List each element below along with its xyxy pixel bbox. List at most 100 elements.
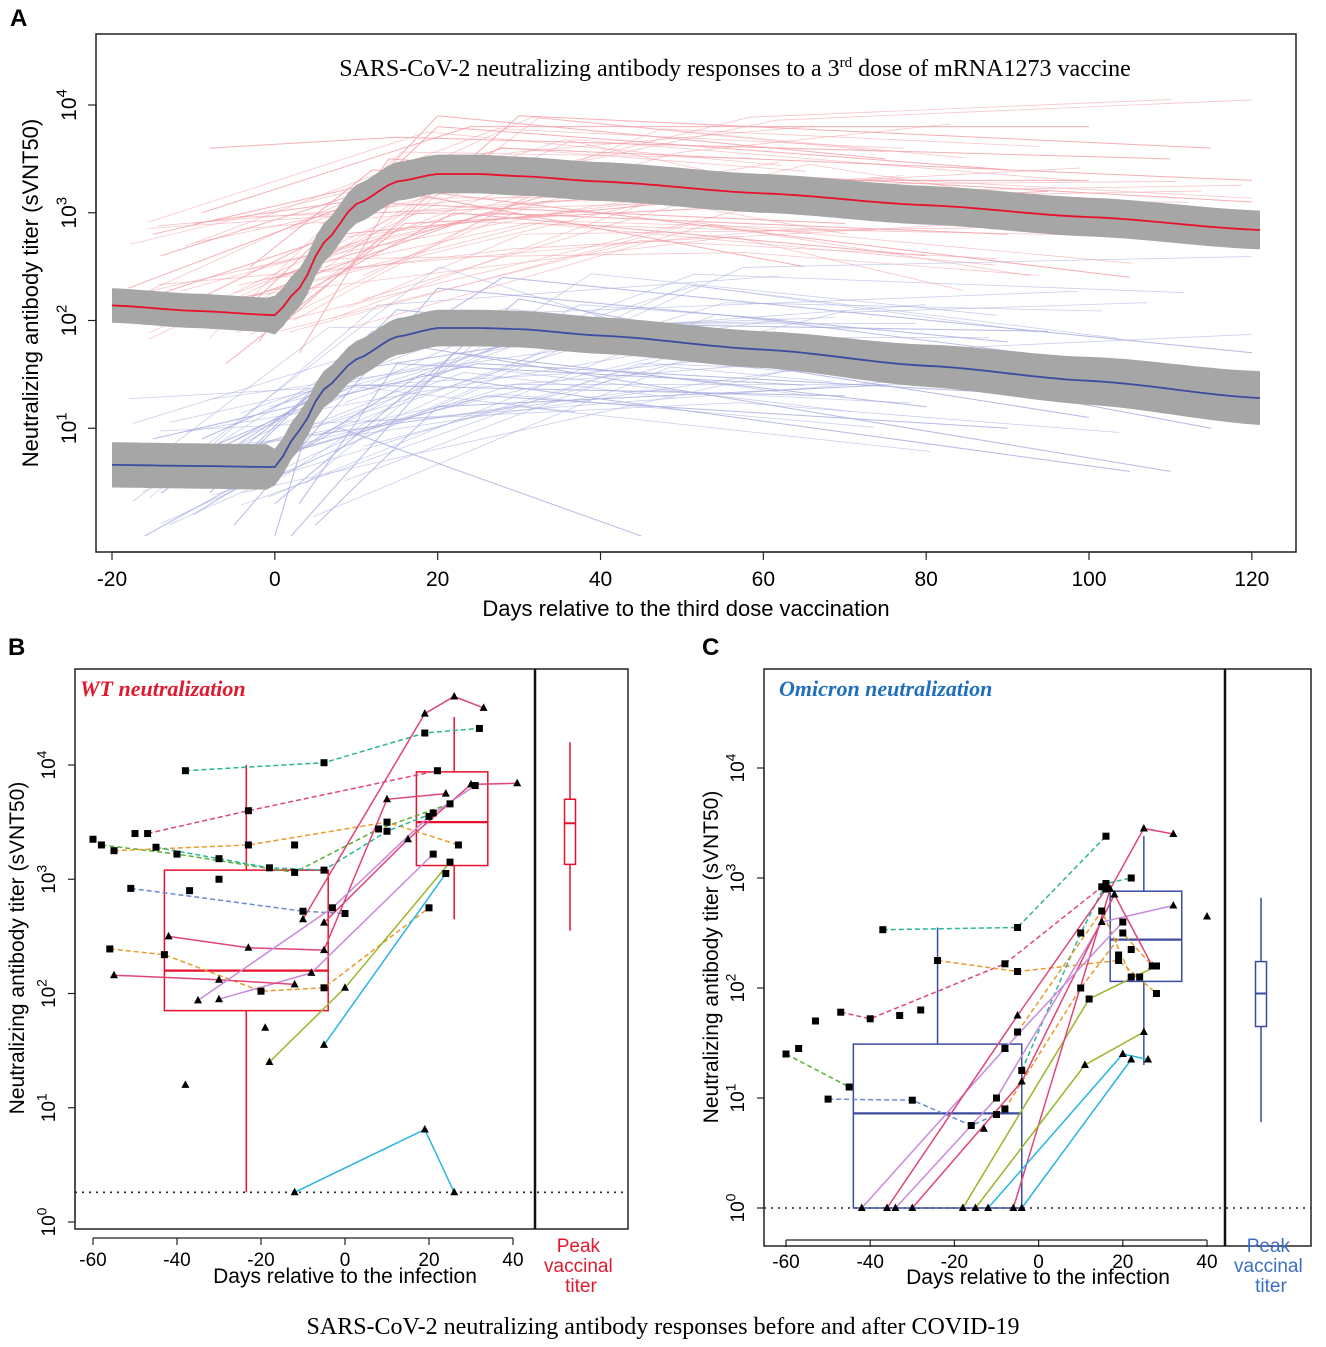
- triangle-point: [244, 943, 253, 951]
- square-point: [1102, 885, 1110, 893]
- triangle-point: [1169, 829, 1178, 837]
- square-point: [97, 841, 105, 849]
- square-point: [106, 945, 114, 953]
- square-point: [429, 850, 437, 858]
- y-tick-label: 103: [33, 865, 60, 894]
- omi-trajectory-line: [149, 275, 780, 499]
- y-tick-label: 102: [722, 973, 749, 1002]
- triangle-point: [908, 1203, 917, 1211]
- omi-trajectory-line: [313, 366, 834, 517]
- square-point: [446, 858, 454, 866]
- square-point: [320, 759, 328, 767]
- panel-c-peak-label: Peak vaccinal titer: [1234, 1236, 1308, 1297]
- x-tick-label: -40: [163, 1250, 190, 1271]
- omi-trajectory-line: [267, 313, 1080, 498]
- square-point: [446, 800, 454, 808]
- panel-letter-c: C: [702, 634, 719, 661]
- omi-trajectory-line: [344, 273, 1185, 404]
- wt-mean-line: [111, 173, 1261, 317]
- panel-a-x-axis-label: Days relative to the third dose vaccinat…: [482, 596, 889, 621]
- y-tick-label: 104: [722, 753, 749, 782]
- square-point: [1102, 832, 1110, 840]
- square-point: [173, 850, 181, 858]
- square-point: [425, 812, 433, 820]
- panel-a-chart: -20 0 20 40 60 80 100 120 101 102 103 104 SARS-CoV-…: [18, 33, 1297, 621]
- wt-trajectory-line: [235, 177, 1252, 333]
- x-tick-label: 20: [426, 568, 449, 591]
- triangle-point: [883, 1203, 892, 1211]
- square-point: [1014, 968, 1022, 975]
- square-point: [454, 841, 462, 849]
- trajectory-line: [882, 835, 1107, 931]
- panel-a-mean-lines: [111, 173, 1261, 468]
- x-tick-label: -20: [97, 568, 127, 591]
- trajectory-line: [147, 769, 438, 835]
- trajectory-line: [828, 1098, 997, 1127]
- triangle-point: [513, 778, 522, 787]
- trajectory-line: [1004, 931, 1153, 1110]
- panel-c-x-axis-label: Days relative to the infection: [906, 1266, 1170, 1289]
- square-point: [967, 1122, 975, 1129]
- x-tick-label: -60: [79, 1250, 106, 1271]
- square-point: [1014, 924, 1022, 931]
- triangle-point: [1080, 1060, 1089, 1068]
- square-point: [1127, 946, 1135, 953]
- x-tick-label: 40: [1196, 1252, 1217, 1273]
- wt-trajectory-line: [185, 128, 904, 247]
- triangle-point: [1144, 1055, 1153, 1063]
- omi-trajectory-line: [159, 402, 1120, 433]
- square-point: [1152, 962, 1160, 970]
- trajectory-line: [1012, 827, 1174, 1209]
- x-tick-label: 40: [502, 1250, 523, 1271]
- triangle-point: [1017, 1077, 1026, 1085]
- triangle-point: [1203, 912, 1211, 920]
- square-point: [383, 827, 391, 835]
- x-tick-label: 80: [915, 568, 938, 591]
- panel-b-plot-area: [75, 669, 628, 1229]
- x-tick-label: -60: [772, 1252, 799, 1273]
- square-point: [1152, 990, 1160, 997]
- triangle-point: [971, 1203, 980, 1211]
- trajectory-line: [130, 887, 346, 915]
- trajectory-line: [894, 904, 1174, 1209]
- wt-trajectory-line: [201, 126, 1089, 214]
- panel-a-y-axis-label: Neutralizing antibody titer (sVNT50): [18, 119, 43, 467]
- triangle-point: [979, 1124, 988, 1132]
- square-point: [1014, 1028, 1022, 1036]
- square-point: [341, 910, 349, 918]
- square-point: [993, 1094, 1000, 1102]
- triangle-point: [984, 1203, 993, 1211]
- trajectory-line: [1021, 1059, 1132, 1209]
- square-point: [291, 868, 299, 876]
- square-point: [1018, 1067, 1026, 1074]
- panel-b-frame: [74, 668, 629, 1230]
- trajectory-line: [155, 812, 434, 871]
- square-point: [160, 951, 168, 959]
- trajectory-line: [113, 821, 459, 852]
- panel-b-axes: -60 -40 -20 0 20 40 100 101 102 103 104: [33, 750, 523, 1271]
- square-point: [215, 875, 223, 883]
- triangle-point: [420, 709, 429, 717]
- square-point: [429, 809, 437, 817]
- x-tick-label: 0: [269, 568, 281, 591]
- omicron-mean-line: [111, 327, 1261, 468]
- square-point: [879, 926, 887, 934]
- x-tick-label: 100: [1071, 568, 1106, 591]
- x-tick-label: -40: [856, 1252, 883, 1273]
- square-point: [837, 1008, 845, 1016]
- wt-confidence-ribbon: [112, 154, 1260, 335]
- omi-trajectory-line: [345, 372, 813, 482]
- square-point: [257, 987, 265, 995]
- triangle-point: [320, 1040, 328, 1048]
- triangle-point: [1169, 901, 1178, 909]
- x-tick-label: 20: [1112, 1252, 1133, 1273]
- triangle-point: [1097, 917, 1106, 925]
- wt-trajectory-line: [280, 240, 999, 332]
- triangle-point: [194, 995, 202, 1004]
- wt-trajectory-line: [348, 224, 1031, 329]
- square-point: [824, 1095, 832, 1103]
- square-point: [866, 1015, 874, 1023]
- square-point: [1001, 1105, 1009, 1113]
- x-tick-label: 0: [1033, 1252, 1044, 1273]
- square-point: [110, 847, 118, 855]
